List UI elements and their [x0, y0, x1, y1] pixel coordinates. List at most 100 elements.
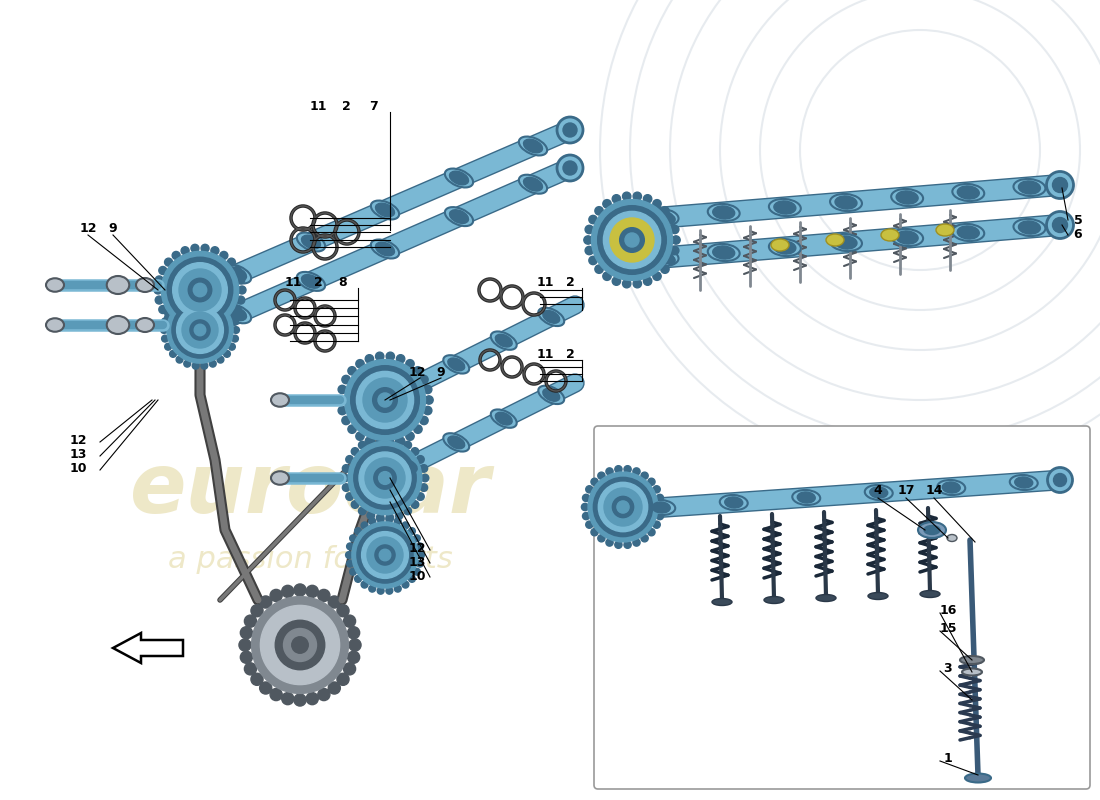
Ellipse shape	[651, 251, 673, 264]
Ellipse shape	[377, 473, 393, 483]
Ellipse shape	[495, 334, 513, 347]
Ellipse shape	[1019, 221, 1041, 234]
Circle shape	[420, 416, 428, 425]
Ellipse shape	[557, 155, 583, 181]
Circle shape	[201, 328, 209, 336]
Ellipse shape	[943, 482, 960, 493]
Circle shape	[191, 244, 199, 252]
Circle shape	[328, 596, 340, 608]
Circle shape	[634, 279, 641, 288]
Ellipse shape	[228, 307, 246, 321]
Ellipse shape	[774, 241, 795, 254]
Ellipse shape	[1046, 211, 1074, 238]
Circle shape	[355, 360, 364, 368]
Circle shape	[236, 276, 245, 284]
Circle shape	[165, 343, 172, 350]
Circle shape	[220, 251, 228, 259]
Circle shape	[425, 396, 433, 404]
Circle shape	[386, 439, 395, 448]
Circle shape	[188, 278, 212, 302]
Circle shape	[652, 200, 661, 208]
Circle shape	[348, 366, 356, 375]
Circle shape	[595, 265, 603, 274]
Text: 12: 12	[69, 434, 87, 446]
Circle shape	[271, 689, 283, 701]
Circle shape	[613, 194, 620, 203]
Circle shape	[177, 306, 223, 354]
Circle shape	[585, 226, 594, 234]
Circle shape	[604, 488, 642, 526]
Circle shape	[606, 468, 613, 475]
Ellipse shape	[713, 246, 735, 259]
Circle shape	[641, 534, 648, 542]
Ellipse shape	[624, 214, 640, 226]
Circle shape	[229, 310, 235, 317]
Circle shape	[182, 246, 189, 254]
Circle shape	[653, 521, 660, 528]
Circle shape	[201, 291, 208, 298]
Ellipse shape	[444, 169, 473, 187]
Circle shape	[154, 286, 162, 294]
Circle shape	[220, 321, 228, 329]
Circle shape	[417, 493, 425, 500]
Circle shape	[597, 472, 605, 479]
Circle shape	[251, 674, 263, 686]
Circle shape	[223, 350, 230, 358]
Circle shape	[424, 386, 432, 394]
Circle shape	[585, 246, 594, 254]
Ellipse shape	[830, 234, 862, 251]
Circle shape	[592, 199, 672, 281]
Text: 7: 7	[370, 101, 378, 114]
Circle shape	[349, 639, 361, 651]
Circle shape	[179, 269, 221, 311]
Ellipse shape	[46, 278, 64, 292]
Ellipse shape	[651, 211, 673, 224]
Circle shape	[351, 448, 359, 455]
Ellipse shape	[46, 318, 64, 332]
Circle shape	[318, 689, 330, 701]
Circle shape	[420, 375, 428, 384]
Circle shape	[190, 320, 210, 340]
Ellipse shape	[136, 318, 154, 332]
Circle shape	[155, 276, 163, 284]
Circle shape	[209, 293, 217, 300]
Circle shape	[337, 396, 345, 404]
Circle shape	[351, 366, 419, 434]
Ellipse shape	[223, 265, 251, 283]
Circle shape	[350, 535, 356, 542]
Ellipse shape	[228, 267, 246, 281]
Ellipse shape	[491, 331, 517, 350]
Ellipse shape	[371, 201, 399, 219]
Circle shape	[377, 516, 384, 522]
Ellipse shape	[396, 379, 421, 398]
Circle shape	[598, 482, 648, 532]
Circle shape	[359, 442, 366, 449]
Ellipse shape	[769, 199, 801, 216]
Circle shape	[162, 318, 168, 325]
Circle shape	[367, 512, 375, 519]
Ellipse shape	[707, 244, 739, 261]
Circle shape	[348, 651, 360, 663]
Ellipse shape	[188, 318, 212, 342]
Circle shape	[593, 478, 652, 537]
Circle shape	[613, 277, 620, 286]
Circle shape	[644, 194, 652, 203]
Text: 17: 17	[898, 483, 915, 497]
Circle shape	[411, 448, 419, 455]
Circle shape	[657, 494, 663, 502]
Ellipse shape	[297, 272, 326, 291]
Circle shape	[402, 522, 409, 529]
Text: 5: 5	[1074, 214, 1082, 226]
FancyBboxPatch shape	[594, 426, 1090, 789]
Circle shape	[362, 532, 408, 578]
Ellipse shape	[953, 224, 984, 241]
Circle shape	[632, 468, 640, 475]
Text: 9: 9	[109, 222, 118, 234]
Ellipse shape	[297, 233, 326, 251]
Circle shape	[172, 302, 228, 358]
Ellipse shape	[524, 178, 542, 191]
Text: 10: 10	[408, 570, 426, 582]
Circle shape	[396, 437, 405, 446]
Circle shape	[306, 693, 318, 705]
Circle shape	[408, 528, 416, 534]
